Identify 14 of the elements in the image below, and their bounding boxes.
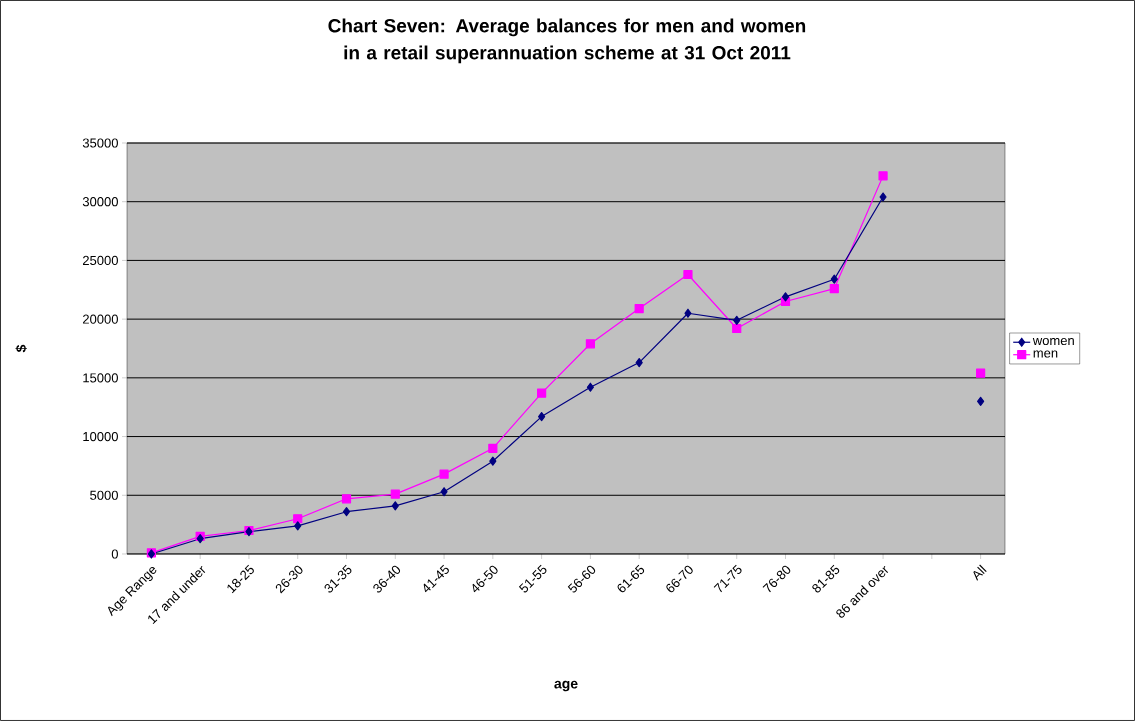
- legend-label: men: [1033, 350, 1058, 358]
- y-tick-label: 5000: [90, 490, 118, 500]
- y-tick-label: 10000: [83, 431, 118, 442]
- y-tick-label: 15000: [83, 373, 118, 383]
- y-tick-label: 30000: [82, 197, 118, 207]
- y-tick-label: 25000: [83, 255, 118, 266]
- y-tick-label: 35000: [82, 138, 118, 148]
- y-axis-title: $: [15, 344, 27, 353]
- x-tick-label: All: [973, 564, 987, 581]
- y-tick-label: 20000: [83, 314, 118, 324]
- chart-title: Chart Seven: Average balances for men and women in a retail superannuation scheme at 31 Oct 2011: [328, 18, 806, 64]
- legend-label: women: [1032, 338, 1074, 346]
- x-axis-title: age: [554, 680, 578, 692]
- y-tick-label: 0: [111, 549, 118, 559]
